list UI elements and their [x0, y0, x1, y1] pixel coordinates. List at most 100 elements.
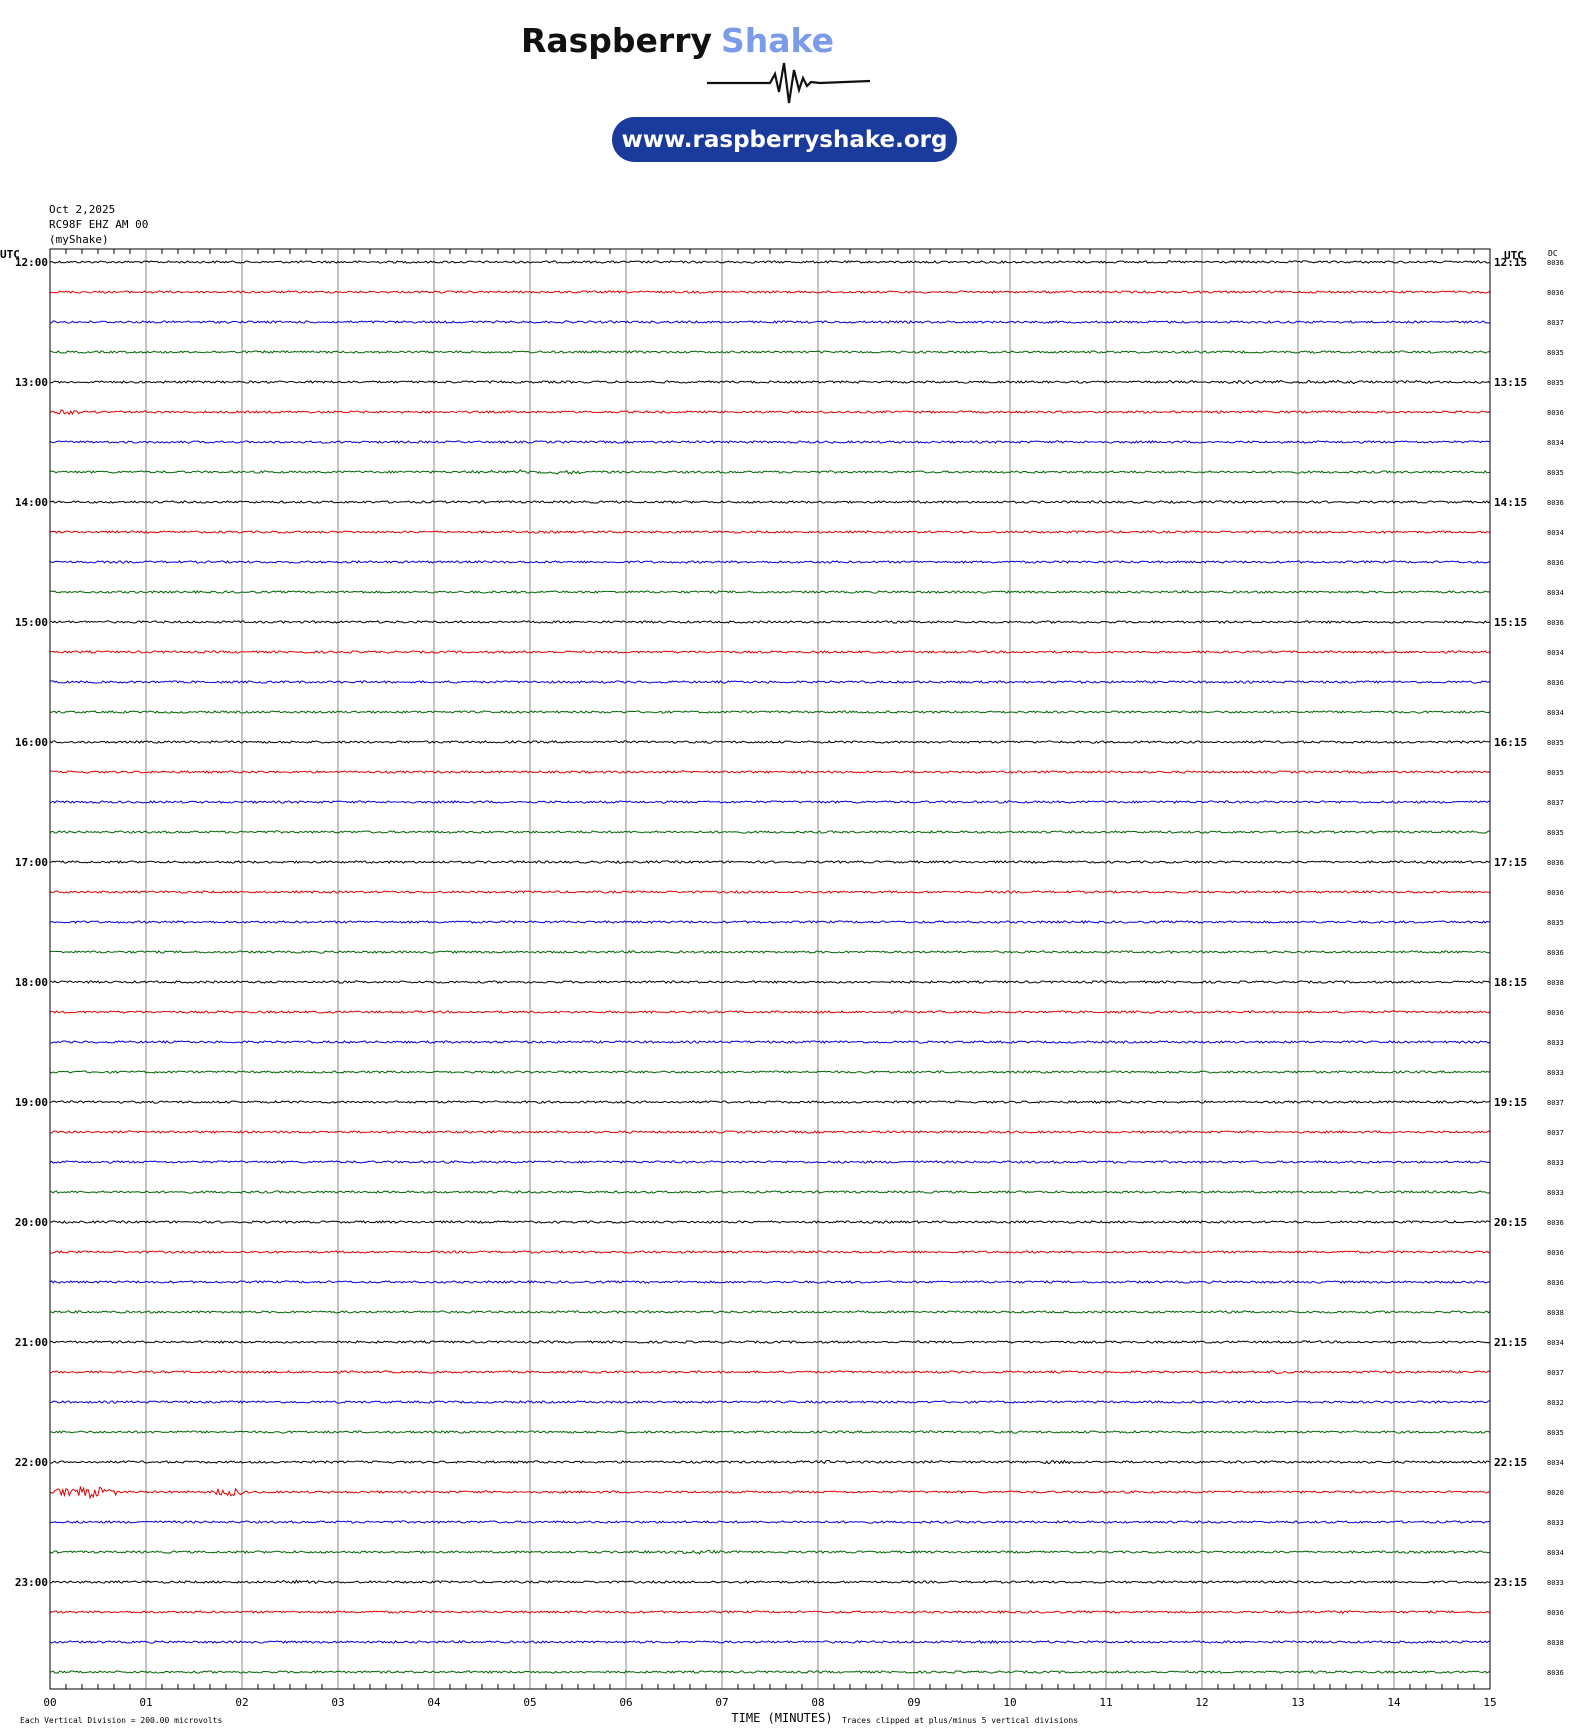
trace-row-42 [49, 1520, 1491, 1524]
trace-row-10 [49, 560, 1491, 564]
trace-row-13 [49, 650, 1491, 654]
dc-value: 8036 [1547, 949, 1564, 957]
dc-value: 8033 [1547, 1579, 1564, 1587]
x-tick-label: 00 [43, 1696, 56, 1709]
trace-row-36 [49, 1340, 1491, 1344]
right-hour-label: 18:15 [1494, 976, 1527, 989]
dc-value: 8035 [1547, 379, 1564, 387]
trace-row-18 [49, 800, 1491, 804]
dc-value: 8033 [1547, 1069, 1564, 1077]
dc-value: 8033 [1547, 1189, 1564, 1197]
x-tick-label: 08 [811, 1696, 824, 1709]
dc-value: 8034 [1547, 1549, 1564, 1557]
dc-value: 8035 [1547, 769, 1564, 777]
left-hour-label: 22:00 [15, 1456, 48, 1469]
dc-value: 8034 [1547, 649, 1564, 657]
trace-row-2 [49, 320, 1491, 324]
dc-value: 8036 [1547, 889, 1564, 897]
left-hour-label: 18:00 [15, 976, 48, 989]
website-url[interactable]: www.raspberryshake.org [622, 127, 948, 153]
trace-row-27 [49, 1070, 1491, 1074]
x-tick-label: 02 [235, 1696, 248, 1709]
trace-row-41 [49, 1486, 1491, 1500]
dc-value: 8036 [1547, 259, 1564, 267]
dc-value: 8035 [1547, 1429, 1564, 1437]
trace-row-37 [49, 1370, 1491, 1375]
dc-value: 8034 [1547, 1339, 1564, 1347]
x-tick-label: 14 [1387, 1696, 1401, 1709]
left-time-labels: 12:00 13:00 14:00 15:00 16:00 17:00 18:00 19:00… [15, 256, 48, 1589]
right-time-labels: 12:15 13:15 14:15 15:15 16:15 17:15 18:15 19:15… [1494, 256, 1527, 1589]
dc-value: 8036 [1547, 499, 1564, 507]
right-hour-label: 16:15 [1494, 736, 1527, 749]
trace-row-45 [49, 1610, 1491, 1615]
trace-row-22 [49, 920, 1491, 924]
website-link[interactable]: www.raspberryshake.org [612, 117, 957, 162]
x-tick-label: 10 [1003, 1696, 1016, 1709]
dc-value: 8034 [1547, 709, 1564, 717]
dc-value: 8038 [1547, 979, 1564, 987]
trace-row-25 [49, 1010, 1491, 1014]
dc-value: 8036 [1547, 1249, 1564, 1257]
trace-row-17 [50, 770, 1491, 774]
dc-value: 8033 [1547, 1039, 1564, 1047]
x-tick-label: 09 [907, 1696, 920, 1709]
left-hour-label: 12:00 [15, 256, 48, 269]
trace-row-8 [49, 500, 1491, 504]
x-tick-label: 04 [427, 1696, 441, 1709]
trace-row-29 [49, 1130, 1491, 1134]
x-tick-label: 03 [331, 1696, 344, 1709]
left-hour-label: 20:00 [15, 1216, 48, 1229]
dc-value: 8034 [1547, 439, 1564, 447]
trace-row-19 [49, 830, 1490, 834]
x-axis-ticks: 00 01 02 03 04 05 06 07 08 09 10 11 12 13 14 15 [43, 1696, 1496, 1709]
right-hour-label: 13:15 [1494, 376, 1527, 389]
trace-row-23 [49, 950, 1491, 954]
info-date: Oct 2,2025 [49, 203, 115, 216]
right-hour-label: 14:15 [1494, 496, 1527, 509]
x-axis-label: TIME (MINUTES) [731, 1711, 832, 1725]
trace-row-6 [49, 440, 1491, 444]
trace-row-12 [49, 620, 1491, 624]
info-station: RC98F EHZ AM 00 [49, 218, 148, 231]
x-tick-label: 06 [619, 1696, 632, 1709]
dc-value: 8038 [1547, 1639, 1564, 1647]
trace-row-26 [50, 1040, 1491, 1044]
trace-row-24 [49, 980, 1491, 984]
x-tick-label: 05 [523, 1696, 536, 1709]
dc-value: 8036 [1547, 1009, 1564, 1017]
x-tick-label: 15 [1483, 1696, 1496, 1709]
dc-value: 8033 [1547, 1159, 1564, 1167]
left-hour-label: 15:00 [15, 616, 48, 629]
dc-value: 8036 [1547, 1669, 1564, 1677]
footer-clip-note: Traces clipped at plus/minus 5 vertical … [842, 1716, 1078, 1725]
left-hour-label: 14:00 [15, 496, 48, 509]
right-axis-title: UTC [1504, 249, 1524, 262]
dc-column-title: DC [1548, 249, 1558, 258]
dc-value: 8036 [1547, 1279, 1564, 1287]
trace-row-4 [49, 379, 1491, 385]
dc-value: 8037 [1547, 1099, 1564, 1107]
x-tick-label: 11 [1099, 1696, 1112, 1709]
trace-row-32 [49, 1220, 1491, 1224]
dc-value: 8033 [1547, 1519, 1564, 1527]
trace-row-46 [49, 1639, 1491, 1645]
trace-row-1 [49, 290, 1491, 294]
plot-frame [49, 248, 1491, 1690]
trace-row-9 [49, 530, 1491, 534]
trace-row-33 [49, 1250, 1491, 1254]
dc-value: 8036 [1547, 679, 1564, 687]
website-pill [612, 117, 957, 162]
seismic-traces [49, 260, 1491, 1674]
trace-row-14 [50, 680, 1491, 684]
dc-value: 8035 [1547, 349, 1564, 357]
dc-value: 8036 [1547, 1609, 1564, 1617]
left-hour-label: 23:00 [15, 1576, 48, 1589]
right-hour-label: 12:15 [1494, 256, 1527, 269]
dc-value: 8036 [1547, 409, 1564, 417]
right-hour-label: 23:15 [1494, 1576, 1527, 1589]
trace-row-39 [49, 1430, 1491, 1434]
trace-row-38 [49, 1400, 1490, 1404]
brand-logo: Raspberry Shake [521, 21, 871, 104]
